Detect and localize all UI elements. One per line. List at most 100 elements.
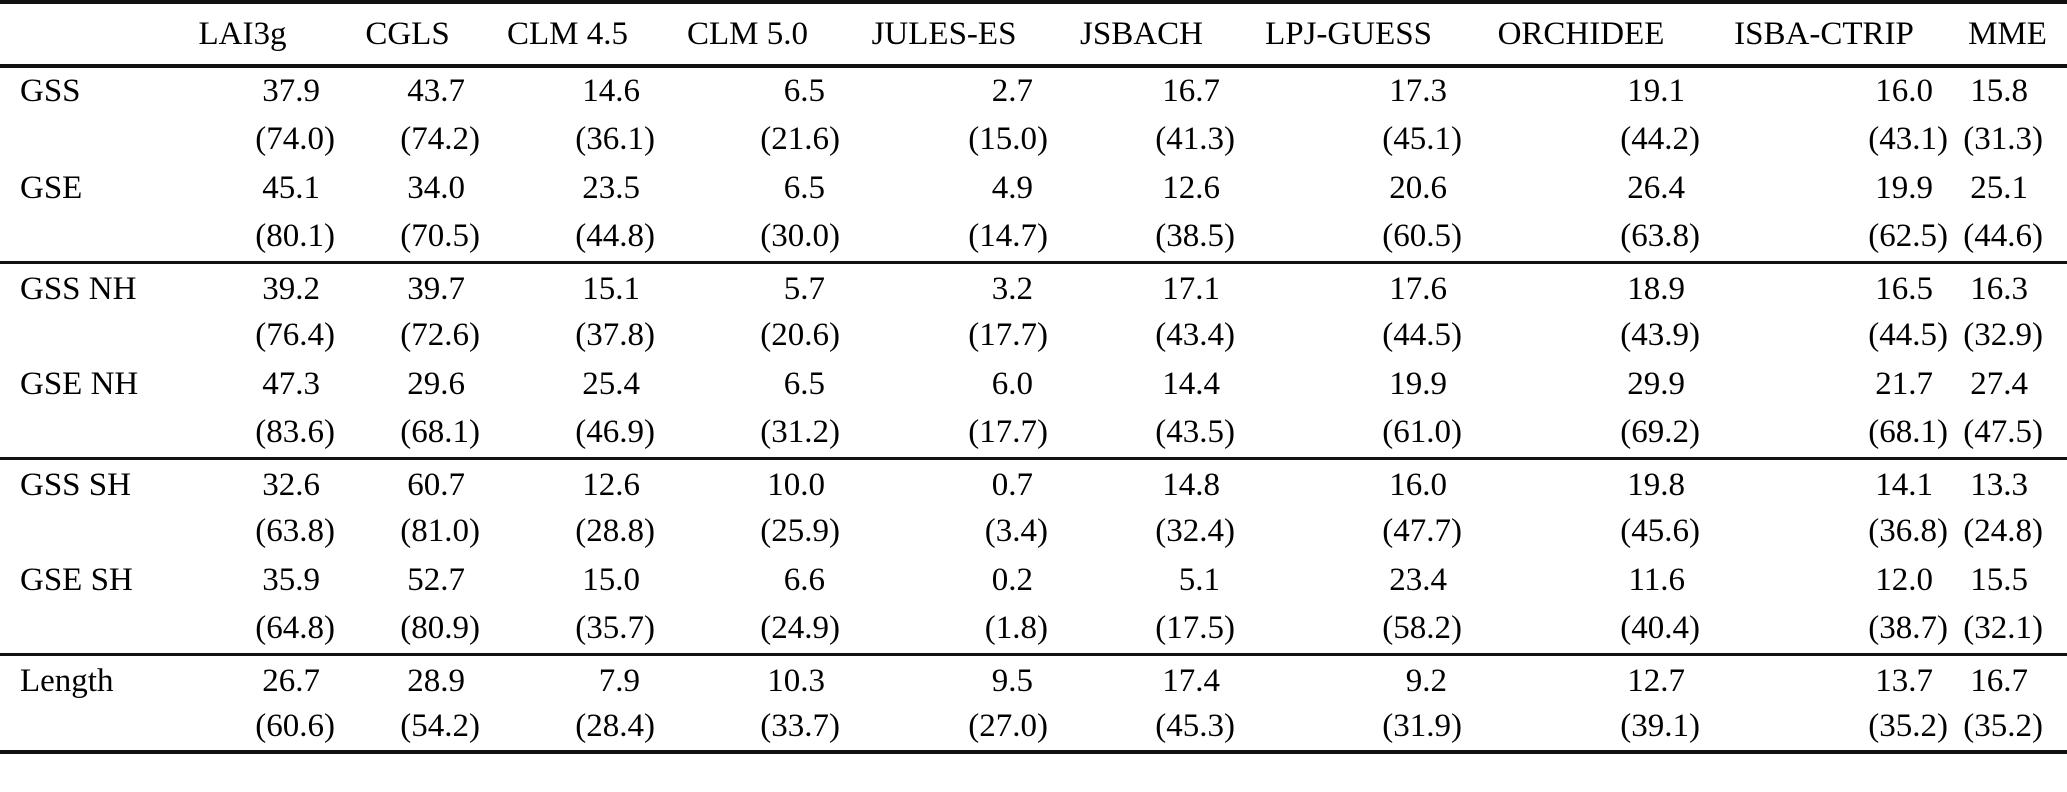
- value-cell: 60.7: [335, 456, 480, 507]
- value-cell: 0.2: [991, 562, 1033, 598]
- table-row-main: Length 26.7 28.9 7.9 10.3 9.5 17.4 9.2 12.7 13.7 1…: [0, 652, 2067, 703]
- paren-cell: (33.7): [760, 708, 840, 744]
- table-row-main: GSS 37.9 43.7 14.6 6.5 2.7 16.7 17.3 19.1 16.0 15.…: [0, 66, 2067, 115]
- row-label: GSE: [20, 170, 83, 206]
- value-cell: 0.7: [840, 456, 1048, 507]
- value-cell: 39.7: [335, 260, 480, 311]
- paren-cell: (31.3): [1963, 121, 2043, 157]
- value-cell: 9.2: [1235, 652, 1462, 703]
- paren-cell: (28.8): [575, 513, 655, 549]
- paren-cell: (80.1): [255, 218, 335, 255]
- column-header-lai3g: LAI3g: [150, 2, 335, 68]
- paren-cell: (35.2): [1963, 708, 2043, 744]
- value-cell: 12.6: [1162, 170, 1220, 206]
- table-row-main: GSS SH 32.6 60.7 12.6 10.0 0.7 14.8 16.0 19.8 14.…: [0, 456, 2067, 507]
- value-cell: 15.0: [582, 562, 640, 598]
- row-label-blank: [0, 213, 150, 262]
- paren-cell: (31.2): [760, 414, 840, 451]
- paren-cell: (37.8): [575, 317, 655, 353]
- paren-cell: (83.6): [255, 414, 335, 451]
- paren-cell: (45.3): [1155, 708, 1235, 744]
- value-cell: 19.1: [1627, 73, 1685, 109]
- paren-cell: (38.5): [1155, 218, 1235, 255]
- value-cell: 29.9: [1627, 366, 1685, 402]
- value-cell: 25.4: [582, 366, 640, 402]
- value-cell: 16.7: [1162, 73, 1220, 109]
- paren-cell: (43.5): [1155, 414, 1235, 451]
- paren-cell: (17.7): [968, 414, 1048, 451]
- value-cell: 35.9: [262, 562, 320, 598]
- column-header-orchidee: ORCHIDEE: [1462, 2, 1700, 68]
- paren-cell: (36.1): [575, 121, 655, 157]
- paren-cell: (64.8): [255, 610, 335, 647]
- row-label-blank: [0, 115, 150, 164]
- table-row-main: GSE NH 47.3 29.6 25.4 6.5 6.0 14.4 19.9 29.9 21.7…: [0, 360, 2067, 409]
- paren-cell: (17.5): [1155, 610, 1235, 647]
- value-cell: 17.1: [1048, 260, 1235, 311]
- value-cell: 9.5: [840, 652, 1048, 703]
- table-row-paren: (64.8) (80.9) (35.7) (24.9) (1.8) (17.5) (58.2…: [0, 605, 2067, 654]
- paren-cell: (81.0): [400, 513, 480, 549]
- paren-cell: (61.0): [1382, 414, 1462, 451]
- row-label-blank: [0, 409, 150, 458]
- paren-cell: (30.0): [760, 218, 840, 255]
- value-cell: 4.9: [991, 170, 1033, 206]
- table-row-main: GSE 45.1 34.0 23.5 6.5 4.9 12.6 20.6 26.4 19.9 25.…: [0, 164, 2067, 213]
- value-cell: 27.4: [1970, 366, 2028, 402]
- value-cell: 19.8: [1462, 456, 1700, 507]
- paren-cell: (44.5): [1382, 317, 1462, 353]
- paren-cell: (35.7): [575, 610, 655, 647]
- value-cell: 21.7: [1875, 366, 1933, 402]
- value-cell: 14.4: [1162, 366, 1220, 402]
- column-header-mme: MME: [1948, 2, 2067, 68]
- column-header-lpj-guess: LPJ-GUESS: [1235, 2, 1462, 68]
- value-cell: 5.1: [1178, 562, 1220, 598]
- table-row-paren: (63.8) (81.0) (28.8) (25.9) (3.4) (32.4) (47.7…: [0, 507, 2067, 556]
- paren-cell: (68.1): [400, 414, 480, 451]
- value-cell: 15.5: [1970, 562, 2028, 598]
- value-cell: 45.1: [262, 170, 320, 206]
- value-cell: 6.5: [783, 170, 825, 206]
- table-row-paren: (76.4) (72.6) (37.8) (20.6) (17.7) (43.4) (44.…: [0, 311, 2067, 360]
- value-cell: 14.8: [1048, 456, 1235, 507]
- column-header-cgls: CGLS: [335, 2, 480, 68]
- row-label-blank: [0, 605, 150, 654]
- paren-cell: (38.7): [1868, 610, 1948, 647]
- paren-cell: (58.2): [1382, 610, 1462, 647]
- paren-cell: (21.6): [760, 121, 840, 157]
- column-header-clm50: CLM 5.0: [655, 2, 840, 68]
- value-cell: 23.5: [582, 170, 640, 206]
- paren-cell: (15.0): [968, 121, 1048, 157]
- paren-cell: (76.4): [255, 317, 335, 353]
- value-cell: 26.4: [1627, 170, 1685, 206]
- row-label: Length: [0, 652, 150, 703]
- paren-cell: (46.9): [575, 414, 655, 451]
- row-label: GSE SH: [20, 562, 133, 598]
- value-cell: 17.3: [1389, 73, 1447, 109]
- paren-cell: (44.8): [575, 218, 655, 255]
- paren-cell: (63.8): [255, 513, 335, 549]
- paren-cell: (1.8): [984, 610, 1048, 647]
- paren-cell: (36.8): [1868, 513, 1948, 549]
- column-header-isba-ctrip: ISBA-CTRIP: [1700, 2, 1948, 68]
- table-row-paren: (74.0) (74.2) (36.1) (21.6) (15.0) (41.3) (45.…: [0, 115, 2067, 164]
- value-cell: 43.7: [407, 73, 465, 109]
- paren-cell: (40.4): [1620, 610, 1700, 647]
- paren-cell: (68.1): [1868, 414, 1948, 451]
- paren-cell: (32.1): [1963, 610, 2043, 647]
- paren-cell: (32.4): [1155, 513, 1235, 549]
- paren-cell: (80.9): [400, 610, 480, 647]
- value-cell: 7.9: [480, 652, 655, 703]
- paren-cell: (31.9): [1382, 708, 1462, 744]
- value-cell: 3.2: [840, 260, 1048, 311]
- value-cell: 12.7: [1462, 652, 1700, 703]
- value-cell: 6.5: [783, 366, 825, 402]
- column-header-clm45: CLM 4.5: [480, 2, 655, 68]
- paren-cell: (63.8): [1620, 218, 1700, 255]
- paren-cell: (44.2): [1620, 121, 1700, 157]
- table-row-paren: (60.6) (54.2) (28.4) (33.7) (27.0) (45.3) (31.…: [0, 703, 2067, 752]
- value-cell: 19.9: [1389, 366, 1447, 402]
- paren-cell: (17.7): [968, 317, 1048, 353]
- paren-cell: (28.4): [575, 708, 655, 744]
